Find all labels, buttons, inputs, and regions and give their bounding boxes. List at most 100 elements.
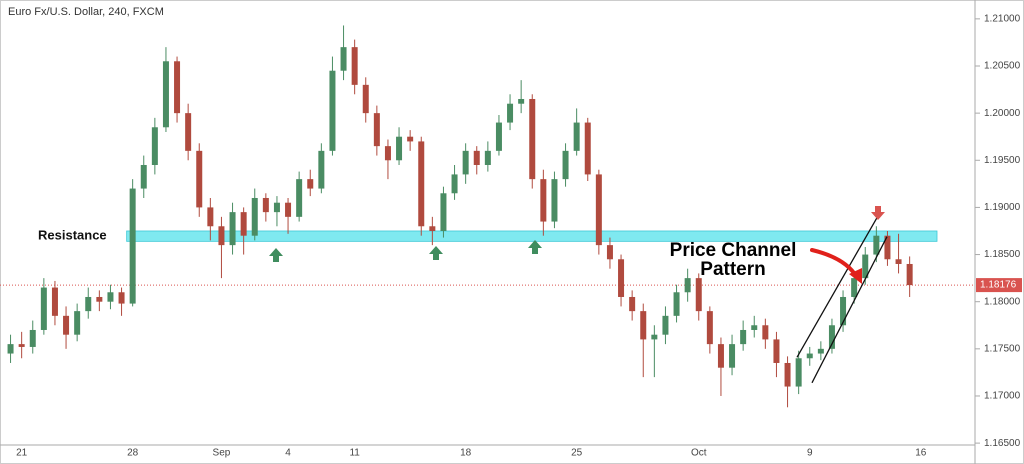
candle-body [817, 348, 824, 354]
last-price-label: 1.18176 [980, 280, 1017, 291]
y-tick-label: 1.17500 [984, 343, 1021, 354]
candle-body [618, 259, 625, 297]
candle-body [307, 179, 314, 189]
annotation-arrowhead [849, 268, 862, 284]
candle-body [451, 174, 458, 194]
candle-body [507, 103, 514, 123]
candle-body [384, 146, 391, 161]
candle-body [606, 245, 613, 260]
candle-body [207, 207, 214, 227]
candle-body [185, 113, 192, 151]
candle-body [63, 315, 70, 335]
candle-body [795, 358, 802, 387]
resistance-label: Resistance [38, 228, 107, 243]
down-arrow [871, 206, 885, 220]
up-arrow [429, 246, 443, 260]
candle-body [74, 311, 81, 335]
candle-body [440, 193, 447, 231]
candle-body [251, 197, 258, 236]
channel-line [796, 215, 879, 358]
channel-line [811, 236, 888, 384]
candle-body [706, 311, 713, 345]
candle-body [828, 325, 835, 349]
x-tick-label: 25 [571, 448, 583, 459]
up-arrow [528, 240, 542, 254]
candle-body [96, 296, 103, 302]
candle-body [118, 292, 125, 304]
candle-body [762, 325, 769, 340]
candle-body [362, 84, 369, 114]
candle-body [396, 136, 403, 161]
candle-body [540, 179, 547, 222]
candle-body [373, 113, 380, 147]
x-tick-label: 11 [349, 448, 360, 459]
candle-body [551, 179, 558, 222]
y-tick-label: 1.19000 [984, 202, 1021, 213]
x-tick-label: 28 [127, 448, 139, 459]
candle-body [584, 122, 591, 175]
candle-body [229, 212, 236, 246]
candle-body [862, 254, 869, 279]
candle-body [906, 263, 913, 286]
candle-body [573, 122, 580, 151]
candle-body [851, 278, 858, 297]
annotation-text: Pattern [700, 259, 765, 280]
candle-body [262, 197, 269, 213]
candle-body [174, 61, 181, 114]
candle-body [640, 311, 647, 340]
candle-body [340, 47, 347, 71]
candle-body [662, 315, 669, 335]
candle-body [518, 98, 525, 104]
y-tick-label: 1.21000 [984, 13, 1021, 24]
candle-body [717, 344, 724, 368]
candle-body [85, 296, 92, 312]
chart-title: Euro Fx/U.S. Dollar, 240, FXCM [8, 6, 164, 18]
last-price-tag [976, 278, 1022, 293]
candle-body [351, 47, 358, 85]
x-tick-label: Sep [213, 448, 231, 459]
candle-body [651, 334, 658, 340]
x-tick-label: 9 [807, 448, 813, 459]
candle-body [196, 150, 203, 208]
candle-body [695, 278, 702, 312]
x-tick-label: 16 [915, 448, 927, 459]
y-tick-label: 1.16500 [984, 438, 1021, 449]
candle-body [773, 339, 780, 363]
y-tick-label: 1.20000 [984, 108, 1021, 119]
candle-body [273, 202, 280, 213]
candle-body [40, 287, 47, 330]
candle-body [684, 278, 691, 293]
y-tick-label: 1.18500 [984, 249, 1021, 260]
candle-body [529, 98, 536, 180]
candle-body [473, 150, 480, 165]
candle-body [29, 329, 36, 347]
candle-body [329, 70, 336, 151]
candle-body [873, 235, 880, 255]
candle-body [418, 141, 425, 227]
candle-body [407, 136, 414, 142]
candle-body [240, 212, 247, 236]
candle-body [151, 127, 158, 165]
candle-body [595, 174, 602, 246]
candle-body [840, 296, 847, 326]
y-tick-label: 1.20500 [984, 61, 1021, 72]
candle-body [495, 122, 502, 151]
candle-body [562, 150, 569, 180]
candle-body [629, 296, 636, 312]
annotation-text: Price Channel [670, 240, 797, 261]
candle-body [784, 362, 791, 387]
candle-body [884, 235, 891, 260]
x-tick-label: 21 [16, 448, 28, 459]
candle-body [673, 292, 680, 316]
y-tick-label: 1.19500 [984, 155, 1021, 166]
up-arrow [269, 248, 283, 262]
candle-body [806, 353, 813, 359]
candle-body [462, 150, 469, 175]
candle-body [162, 61, 169, 128]
candle-body [140, 164, 147, 189]
x-tick-label: 18 [460, 448, 472, 459]
candle-body [740, 329, 747, 345]
y-tick-label: 1.18000 [984, 296, 1021, 307]
candle-body [318, 150, 325, 189]
